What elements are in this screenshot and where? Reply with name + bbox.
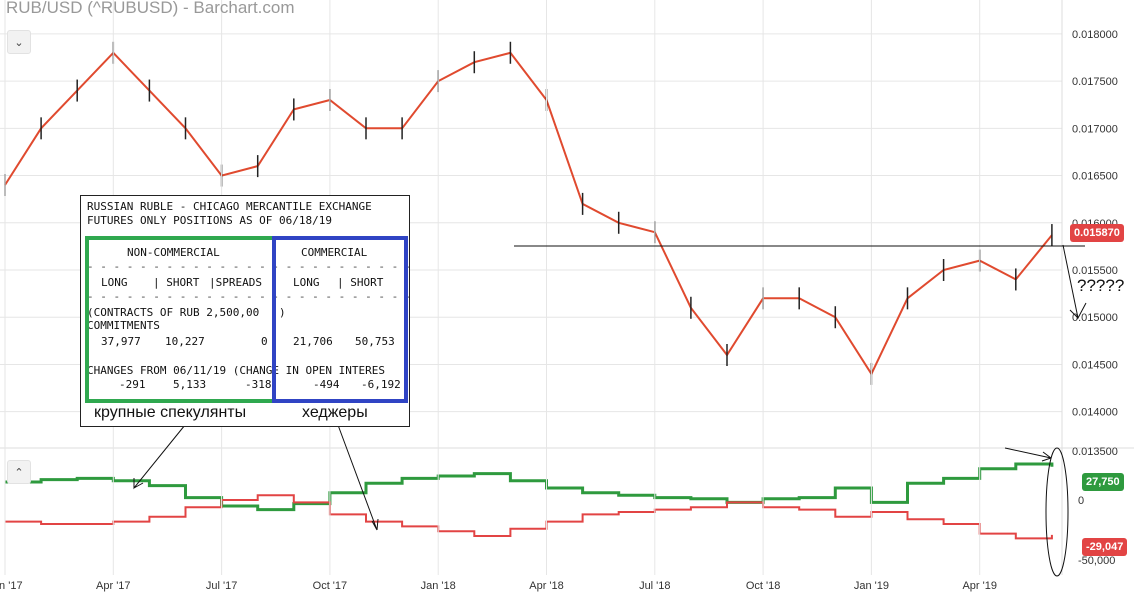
date-tick-label: Jul '17	[206, 580, 237, 592]
hedgers-label: хеджеры	[302, 404, 368, 421]
ch-nc-long: -291	[119, 378, 146, 391]
col-long-commercial: LONG	[293, 276, 320, 289]
c-short: 50,753	[355, 335, 395, 348]
ch-nc-spreads: -318	[245, 378, 272, 391]
commercial-header: COMMERCIAL	[301, 246, 368, 259]
cot-report-box: RUSSIAN RUBLE - CHICAGO MERCANTILE EXCHA…	[80, 195, 410, 427]
price-tick-label: 0.018000	[1072, 29, 1118, 41]
price-tick-label: 0.017000	[1072, 123, 1118, 135]
col-spreads: |SPREADS	[209, 276, 262, 289]
price-line	[4, 51, 1053, 376]
cot-series	[5, 462, 1054, 540]
nc-spreads: 0	[261, 335, 268, 348]
date-tick-label: Apr '17	[96, 580, 131, 592]
date-tick-label: Jan '17	[0, 580, 23, 592]
date-tick-label: Oct '18	[746, 580, 781, 592]
commercial-highlight-frame	[272, 236, 408, 403]
nc-short: 10,227	[165, 335, 205, 348]
noncommercial-last-value-tag: 27,750	[1082, 473, 1124, 491]
cot-line1: RUSSIAN RUBLE - CHICAGO MERCANTILE EXCHA…	[87, 200, 372, 213]
cot-tick-label: -50,000	[1078, 555, 1115, 567]
forecast-arrow	[1062, 244, 1087, 320]
last-values-ellipse	[1045, 447, 1069, 577]
ch-c-long: -494	[313, 378, 340, 391]
date-tick-label: Jan '18	[421, 580, 456, 592]
changes-line: CHANGES FROM 06/11/19 (CHANGE IN OPEN IN…	[87, 364, 386, 377]
price-tick-label: 0.015000	[1072, 312, 1118, 324]
cot-tick-label: 0	[1078, 495, 1084, 507]
dash-line-1: - - - - - - - - - - - - - - - - - - - - …	[87, 260, 410, 273]
date-tick-label: Oct '17	[313, 580, 348, 592]
question-marks: ?????	[1077, 276, 1125, 295]
price-tick-label: 0.014000	[1072, 407, 1118, 419]
ellipse-pointer-arrow	[1004, 447, 1052, 462]
date-tick-label: Jan '19	[854, 580, 889, 592]
nc-long: 37,977	[101, 335, 141, 348]
speculators-arrow	[133, 424, 186, 490]
chevron-down-icon[interactable]: ⌄	[7, 30, 31, 54]
hedgers-arrow	[337, 424, 379, 531]
col-short: | SHORT	[153, 276, 200, 289]
c-long: 21,706	[293, 335, 333, 348]
cot-gridlines: 0 -50,000 0.013500	[0, 446, 1134, 567]
speculators-label: крупные спекулянты	[94, 404, 247, 421]
chart-title: RUB/USD (^RUBUSD) - Barchart.com	[6, 0, 295, 17]
col-long: LONG	[101, 276, 128, 289]
commitments-label: COMMITMENTS	[87, 319, 160, 332]
ch-c-short: -6,192	[361, 378, 401, 391]
noncommercial-header: NON-COMMERCIAL	[127, 246, 220, 259]
price-tick-label: 0.015500	[1072, 265, 1118, 277]
contracts-line: (CONTRACTS OF RUB 2,500,00	[87, 306, 260, 319]
ch-nc-short: 5,133	[173, 378, 207, 391]
date-tick-label: Apr '19	[962, 580, 997, 592]
price-axis-ticks: 0.0180000.0175000.0170000.0165000.016000…	[1072, 29, 1118, 419]
noncommercial-line	[5, 462, 1054, 512]
commercial-last-value-tag: -29,047	[1082, 538, 1128, 556]
date-tick-label: Jul '18	[639, 580, 670, 592]
chevron-up-icon[interactable]: ⌃	[7, 460, 31, 484]
noncommercial-highlight-frame	[85, 236, 276, 403]
price-tick-label: 0.014500	[1072, 359, 1118, 371]
price-tick-label: 0.017500	[1072, 76, 1118, 88]
price-tick-label: 0.016500	[1072, 171, 1118, 183]
date-tick-label: Apr '18	[529, 580, 564, 592]
cot-line2: FUTURES ONLY POSITIONS AS OF 06/18/19	[87, 214, 333, 227]
contracts-close: )	[279, 306, 286, 319]
user-drawings	[133, 244, 1087, 577]
price-last-value-tag: 0.015870	[1070, 224, 1124, 242]
col-short-commercial: | SHORT	[337, 276, 384, 289]
price-tick-label: 0.013500	[1072, 446, 1118, 458]
